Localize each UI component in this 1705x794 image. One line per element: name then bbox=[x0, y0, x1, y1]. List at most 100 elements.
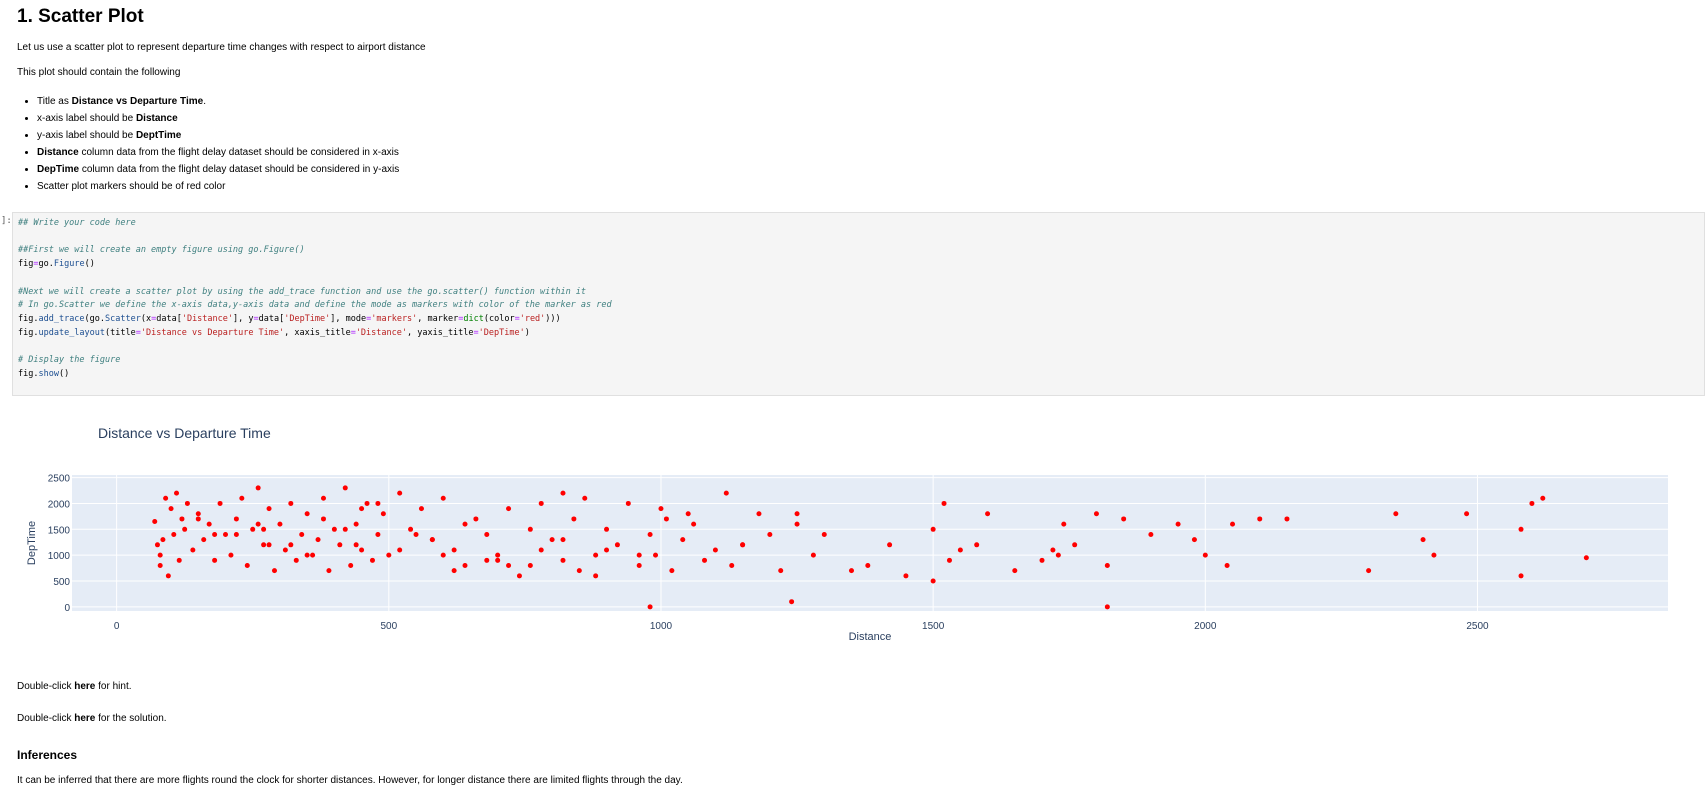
scatter-point bbox=[794, 521, 800, 527]
scatter-point bbox=[767, 531, 773, 537]
inferences-text: It can be inferred that there are more f… bbox=[17, 775, 683, 786]
hint-text[interactable]: Double-click here for hint. bbox=[17, 681, 132, 692]
x-tick-label: 2000 bbox=[1194, 621, 1217, 632]
scatter-point bbox=[506, 562, 512, 568]
scatter-point bbox=[527, 562, 533, 568]
scatter-point bbox=[282, 547, 288, 553]
list-item: x-axis label should be Distance bbox=[37, 113, 399, 130]
code-editor[interactable]: ## Write your code here ##First we will … bbox=[18, 218, 612, 379]
solution-text[interactable]: Double-click here for the solution. bbox=[17, 713, 167, 724]
scatter-point bbox=[647, 604, 653, 610]
scatter-point bbox=[560, 537, 566, 543]
x-axis-label: Distance bbox=[849, 631, 892, 643]
scatter-point bbox=[663, 516, 669, 522]
scatter-point bbox=[669, 568, 675, 574]
scatter-point bbox=[821, 531, 827, 537]
scatter-point bbox=[353, 542, 359, 548]
scatter-point bbox=[1366, 568, 1372, 574]
scatter-point bbox=[691, 521, 697, 527]
scatter-point bbox=[740, 542, 746, 548]
scatter-point bbox=[380, 511, 386, 517]
scatter-point bbox=[484, 557, 490, 563]
scatter-point bbox=[440, 495, 446, 501]
scatter-point bbox=[359, 506, 365, 512]
scatter-point bbox=[165, 573, 171, 579]
scatter-point bbox=[636, 552, 642, 558]
y-tick-label: 2500 bbox=[48, 474, 71, 485]
scatter-point bbox=[1148, 531, 1154, 537]
y-tick-label: 500 bbox=[53, 577, 70, 588]
scatter-point bbox=[212, 531, 218, 537]
scatter-point bbox=[1583, 555, 1589, 561]
code-cell[interactable]: ## Write your code here ##First we will … bbox=[12, 212, 1705, 396]
list-item: y-axis label should be DeptTime bbox=[37, 130, 399, 147]
scatter-point bbox=[163, 495, 169, 501]
scatter-point bbox=[789, 599, 795, 605]
scatter-point bbox=[293, 557, 299, 563]
scatter-point bbox=[184, 500, 190, 506]
scatter-point bbox=[593, 573, 599, 579]
scatter-point bbox=[516, 573, 522, 579]
list-item: Title as Distance vs Departure Time. bbox=[37, 96, 399, 113]
scatter-point bbox=[1393, 511, 1399, 517]
scatter-point bbox=[685, 511, 691, 517]
scatter-point bbox=[1012, 568, 1018, 574]
scatter-point bbox=[1540, 495, 1546, 501]
scatter-point bbox=[1061, 521, 1067, 527]
scatter-point bbox=[604, 526, 610, 532]
scatter-point bbox=[495, 557, 501, 563]
scatter-point bbox=[250, 526, 256, 532]
scatter-point bbox=[1175, 521, 1181, 527]
scatter-point bbox=[386, 552, 392, 558]
scatter-point bbox=[413, 531, 419, 537]
scatter-point bbox=[604, 547, 610, 553]
scatter-point bbox=[576, 568, 582, 574]
list-item: Scatter plot markers should be of red co… bbox=[37, 181, 399, 198]
scatter-point bbox=[1121, 516, 1127, 522]
scatter-point bbox=[195, 516, 201, 522]
scatter-point bbox=[157, 562, 163, 568]
inferences-heading: Inferences bbox=[17, 748, 78, 762]
scatter-point bbox=[201, 537, 207, 543]
scatter-point bbox=[228, 552, 234, 558]
scatter-point bbox=[625, 500, 631, 506]
scatter-point bbox=[375, 531, 381, 537]
scatter-point bbox=[571, 516, 577, 522]
scatter-point bbox=[1191, 537, 1197, 543]
scatter-point bbox=[451, 547, 457, 553]
scatter-chart[interactable]: 0 500 1000 1500 2000 2500 0 500 1000 1500 2000 2500… bbox=[0, 410, 1705, 655]
scatter-point bbox=[1518, 573, 1524, 579]
scatter-point bbox=[527, 526, 533, 532]
y-tick-label: 1500 bbox=[48, 525, 71, 536]
scatter-point bbox=[320, 516, 326, 522]
scatter-point bbox=[255, 521, 261, 527]
scatter-point bbox=[1420, 537, 1426, 543]
scatter-point bbox=[261, 542, 267, 548]
scatter-point bbox=[239, 495, 245, 501]
scatter-point bbox=[255, 485, 261, 491]
scatter-point bbox=[484, 531, 490, 537]
scatter-point bbox=[810, 552, 816, 558]
scatter-point bbox=[277, 521, 283, 527]
scatter-point bbox=[462, 562, 468, 568]
scatter-point bbox=[848, 568, 854, 574]
scatter-point bbox=[315, 537, 321, 543]
scatter-point bbox=[397, 490, 403, 496]
scatter-point bbox=[190, 547, 196, 553]
contains-text: This plot should contain the following bbox=[17, 67, 181, 78]
scatter-point bbox=[304, 511, 310, 517]
x-tick-label: 1000 bbox=[650, 621, 673, 632]
scatter-point bbox=[299, 531, 305, 537]
scatter-point bbox=[266, 542, 272, 548]
scatter-point bbox=[680, 537, 686, 543]
scatter-point bbox=[244, 562, 250, 568]
scatter-point bbox=[1055, 552, 1061, 558]
scatter-point bbox=[182, 526, 188, 532]
scatter-point bbox=[171, 531, 177, 537]
scatter-point bbox=[549, 537, 555, 543]
scatter-point bbox=[946, 557, 952, 563]
scatter-point bbox=[342, 526, 348, 532]
scatter-point bbox=[397, 547, 403, 553]
y-tick-label: 1000 bbox=[48, 551, 71, 562]
plot-area bbox=[72, 475, 1668, 611]
